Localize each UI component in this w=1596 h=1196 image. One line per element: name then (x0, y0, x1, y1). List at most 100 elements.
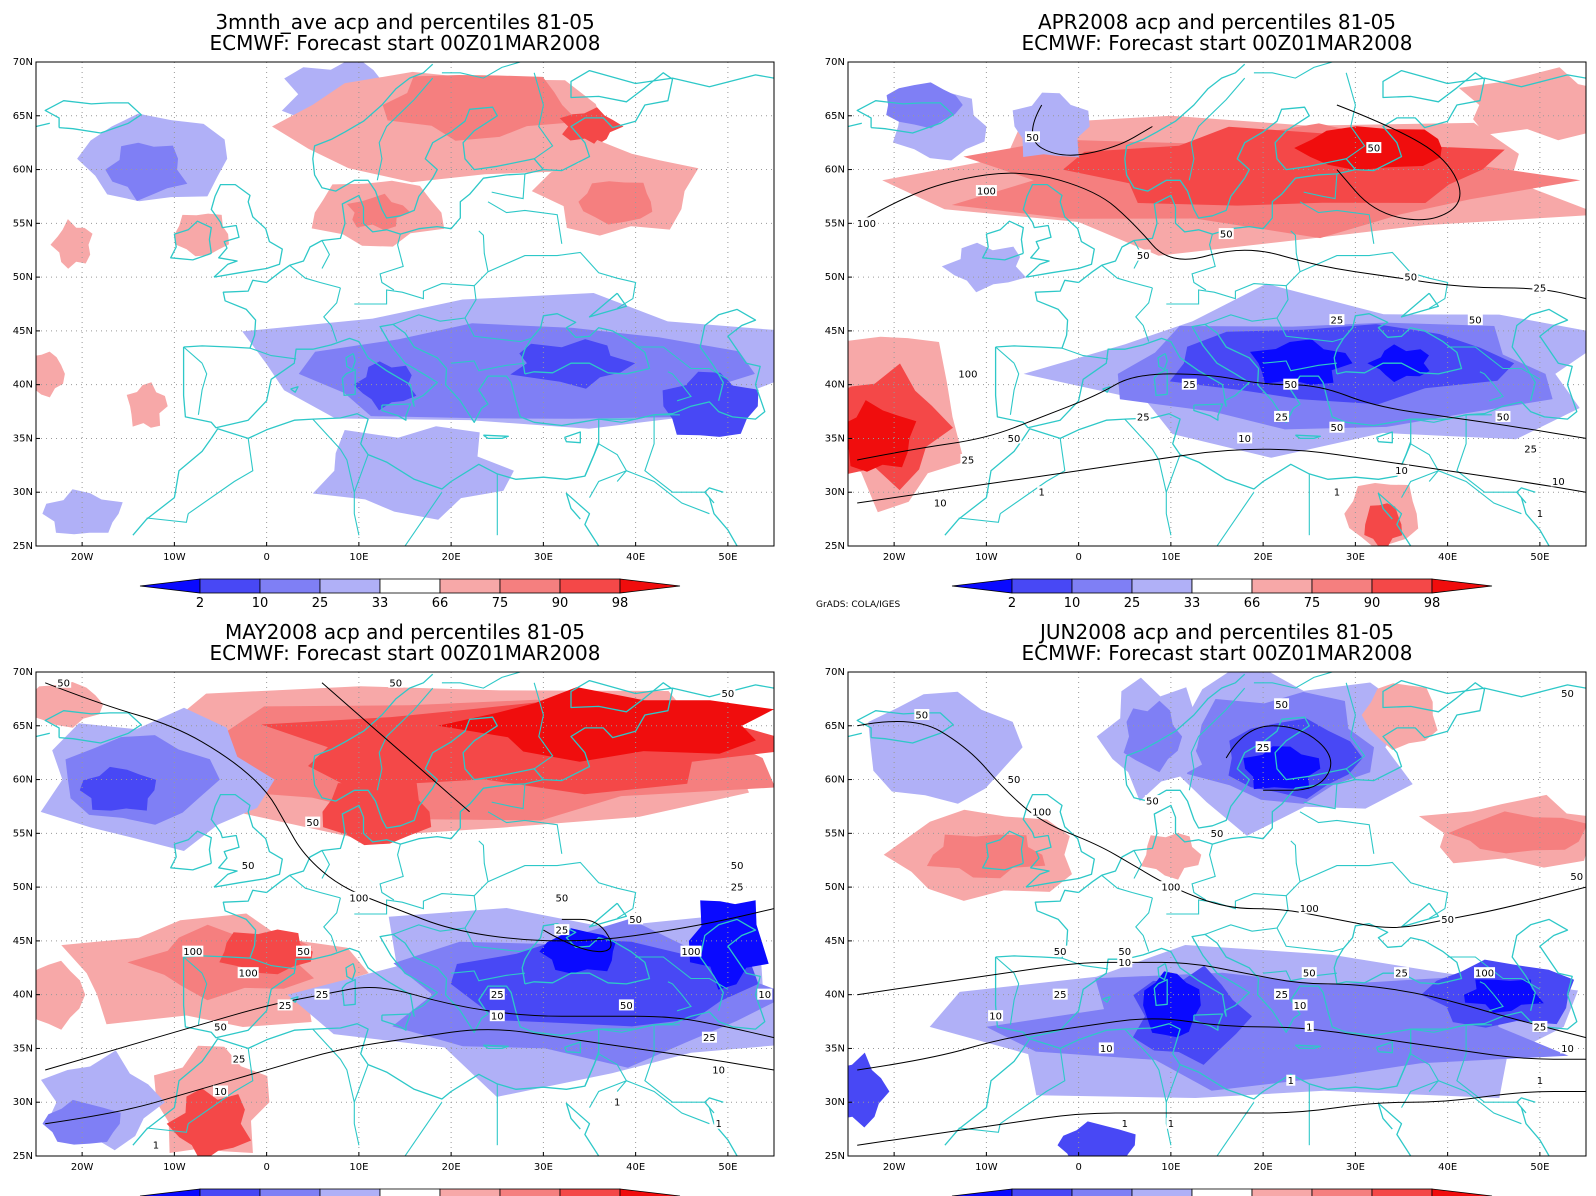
coastlines (36, 62, 774, 546)
lat-tick-label: 55N (825, 218, 845, 229)
contour-label-text: 50 (1008, 775, 1021, 786)
contour-label-bg (1329, 314, 1345, 326)
contour-label: 25 (701, 1031, 717, 1044)
contour-label: 1 (1535, 507, 1545, 520)
coastline (1377, 1102, 1412, 1156)
coastline (345, 352, 356, 371)
country-border (183, 956, 203, 974)
contour-label-bg (1495, 410, 1511, 422)
country-border (533, 682, 554, 770)
contour-line (856, 172, 1586, 300)
contour-label-text: 100 (183, 947, 202, 958)
coastline (44, 100, 142, 134)
colorbar-arrow-left (951, 1188, 1013, 1196)
shaded-region (941, 242, 1027, 293)
contour-label: 25 (231, 1053, 247, 1066)
contour-line (857, 373, 1586, 461)
coastline (1355, 69, 1586, 172)
contour-label-bg (1052, 945, 1068, 957)
country-border (1285, 230, 1301, 287)
country-border (354, 283, 475, 305)
country-border (1165, 454, 1181, 536)
colorbar-arrow-right (619, 1188, 681, 1196)
coastline (521, 923, 651, 985)
contour-label-bg (1467, 314, 1483, 326)
contour-label-bg (1329, 421, 1345, 433)
shaded-region (1464, 979, 1544, 1013)
contour-label-bg (213, 1020, 228, 1032)
lat-tick-label: 50N (825, 882, 845, 893)
coastline (565, 492, 600, 546)
lat-tick-label: 45N (825, 326, 845, 337)
country-border (667, 981, 692, 1012)
panel-title-line1: 3mnth_ave acp and percentiles 81-05 (215, 10, 594, 34)
shaded-region (1243, 746, 1321, 790)
contour-label-text: 25 (1257, 743, 1270, 754)
contour-label-text: 100 (349, 893, 368, 904)
lon-tick-label: 40E (626, 552, 645, 563)
country-border (1345, 682, 1366, 770)
contour-label-text: 50 (1404, 273, 1417, 284)
coastline (944, 933, 1412, 1146)
contour-label-bg (1403, 271, 1419, 283)
contour-label-text: 25 (555, 926, 568, 937)
country-border (354, 893, 475, 915)
contour-label-bg (1144, 795, 1160, 807)
lon-tick-label: 50E (718, 552, 737, 563)
coastline (1376, 431, 1393, 444)
colorbar-label: 33 (1184, 596, 1201, 611)
colorbar-arrow-right (619, 578, 681, 594)
shaded-region (848, 1052, 890, 1128)
coastline (1157, 352, 1168, 371)
contour-line (857, 1018, 1586, 1071)
contour-label-text: 100 (958, 369, 977, 380)
coastline (1400, 902, 1440, 928)
colorbar-segment (499, 1188, 561, 1196)
shaded-region (1140, 833, 1202, 880)
country-border (1061, 957, 1109, 970)
contour-label: 25 (489, 988, 505, 1001)
contour-label: 50 (1495, 410, 1511, 423)
country-border (197, 362, 208, 415)
country-border (1009, 362, 1020, 415)
contour-label-bg (489, 988, 505, 1000)
lon-tick-label: 40E (626, 1162, 645, 1173)
contour-label-text: 25 (703, 1033, 716, 1044)
colorbar-segment (1011, 578, 1073, 594)
contour-label: 10 (489, 1010, 505, 1023)
coastline (183, 63, 545, 349)
lat-tick-label: 40N (13, 380, 33, 391)
lat-tick-label: 70N (825, 57, 845, 68)
contour-label-bg (960, 453, 976, 465)
country-border (464, 317, 532, 343)
contour-line (45, 987, 774, 1071)
contour-label-bg (1569, 870, 1585, 882)
shaded-region (36, 960, 86, 1030)
country-border (404, 491, 443, 546)
lat-tick-label: 30N (825, 1097, 845, 1108)
country-border (376, 687, 434, 791)
contour-label-bg (1366, 142, 1382, 154)
contour-label-text: 50 (1469, 316, 1482, 327)
country-border (1124, 1028, 1167, 1103)
coastline (132, 323, 600, 536)
lat-tick-label: 55N (13, 828, 33, 839)
country-border (1285, 840, 1301, 897)
contour-label: 1 (1037, 486, 1047, 499)
contour-label: 50 (914, 709, 930, 722)
country-border (1101, 264, 1153, 289)
coastline (708, 497, 739, 546)
country-border (1428, 470, 1522, 515)
colorbar-segment (319, 578, 381, 594)
lat-tick-label: 45N (13, 936, 33, 947)
contour-label: 10 (1292, 999, 1308, 1012)
contour-label-bg (1037, 486, 1047, 498)
contour-label-bg (1535, 1074, 1545, 1086)
contour-label: 100 (182, 945, 204, 958)
shaded-region (1448, 811, 1586, 854)
contour-label: 25 (1181, 378, 1197, 391)
lat-tick-label: 65N (13, 721, 33, 732)
contour-label-bg (1160, 881, 1182, 893)
coastline (848, 732, 862, 738)
contour-label-text: 25 (1534, 283, 1547, 294)
